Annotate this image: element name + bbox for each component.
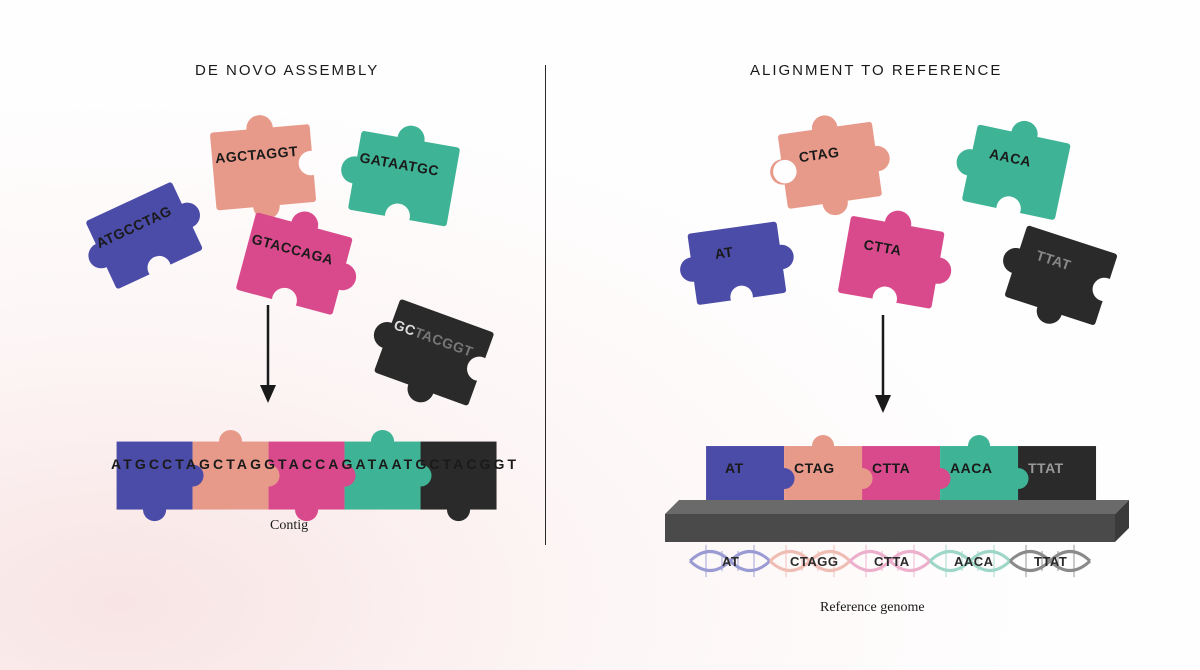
right-arrow-icon	[873, 315, 893, 415]
left-contig: ATGCCTAGCTAGGTACCAGATAATGCTACGGT	[105, 430, 508, 526]
dna-seg-2-label: CTTA	[874, 554, 910, 569]
left-piece-black: GCTACGGT	[355, 282, 511, 428]
aligned-seg-2-label: CTTA	[872, 460, 910, 476]
contig-sequence: ATGCCTAGCTAGGTACCAGATAATGCTACGGT	[111, 456, 519, 472]
reference-caption: Reference genome	[820, 600, 925, 616]
right-piece-black: TTAT	[987, 209, 1134, 347]
left-arrow-icon	[258, 305, 278, 405]
dna-seg-4-label: TTAT	[1034, 554, 1067, 569]
right-piece-purple-label: AT	[714, 244, 735, 262]
dna-seg-3-label: AACA	[954, 554, 994, 569]
right-title: ALIGNMENT TO REFERENCE	[750, 62, 1002, 79]
aligned-seg-4-label: TTAT	[1028, 460, 1064, 476]
dna-seg-1-label: CTAGG	[790, 554, 838, 569]
right-piece-magenta: CTTA	[821, 200, 960, 329]
dna-seg-0-label: AT	[722, 554, 739, 569]
aligned-seg-3-label: AACA	[950, 460, 992, 476]
aligned-seg-1-label: CTAG	[794, 460, 835, 476]
contig-caption: Contig	[270, 518, 308, 534]
aligned-seg-0-label: AT	[725, 460, 744, 476]
dna-helix: AT CTAGG CTTA AACA TTAT	[690, 540, 1090, 587]
panel-divider	[545, 65, 546, 545]
left-piece-purple: ATGCCTAG	[68, 164, 222, 311]
left-title: DE NOVO ASSEMBLY	[195, 62, 379, 79]
right-piece-purple: AT	[673, 208, 800, 324]
